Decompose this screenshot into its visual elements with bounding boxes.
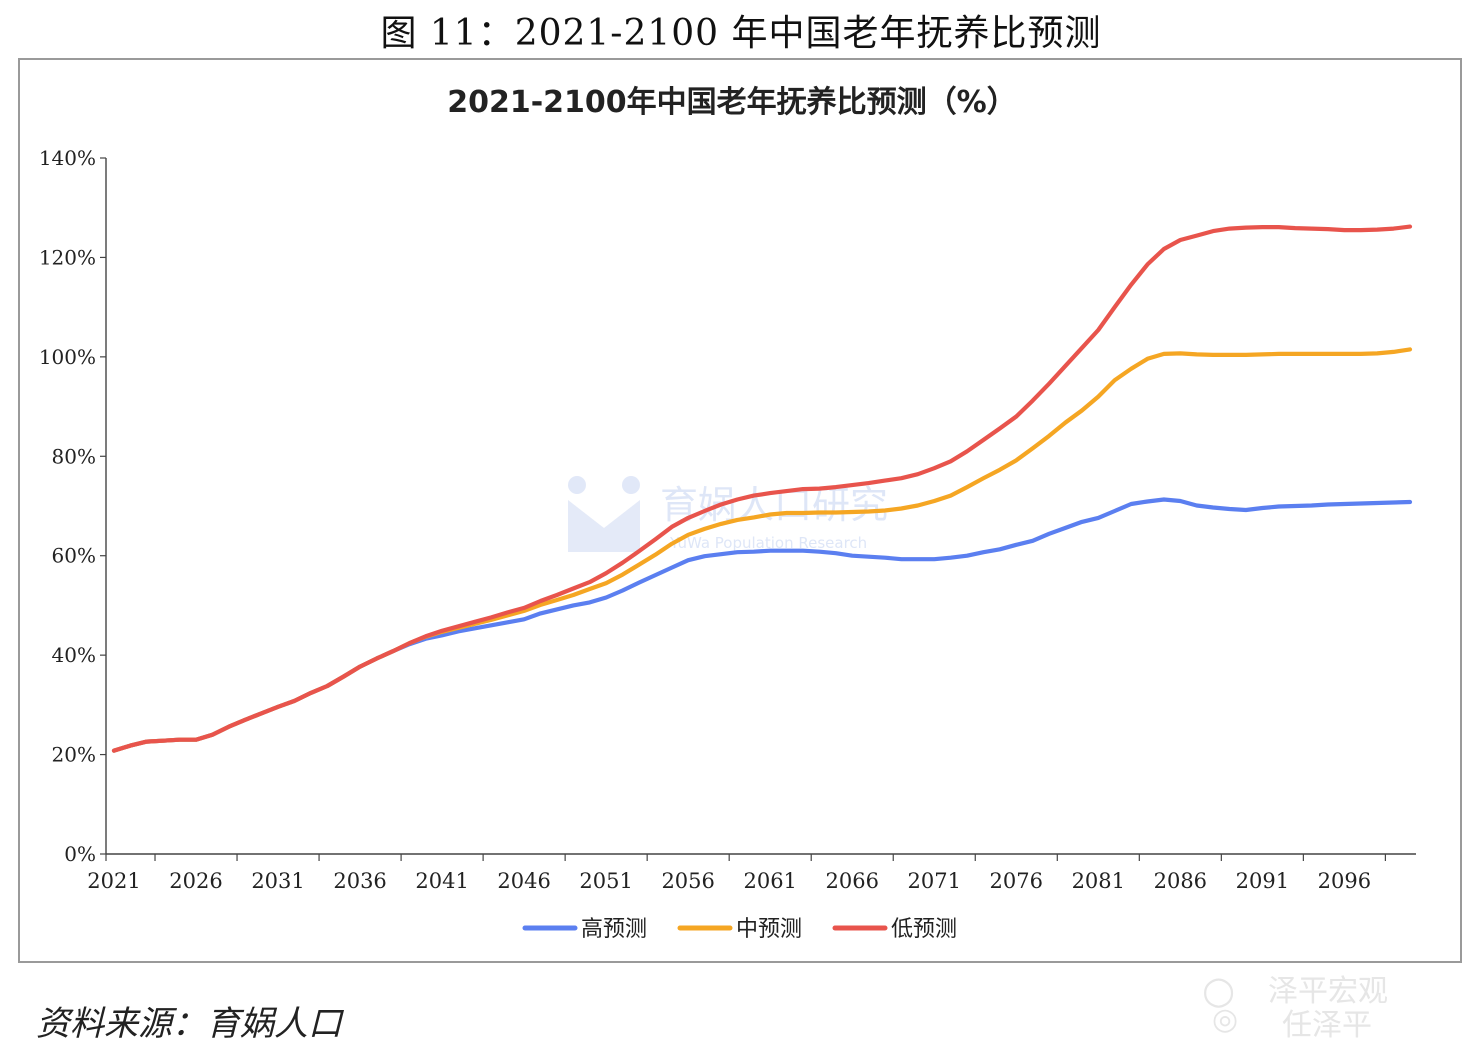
x-tick-label: 2031 [251, 869, 304, 893]
wechat-icon: ○ [1202, 968, 1236, 1012]
watermark-text-en: YuWa Population Research [669, 534, 867, 552]
y-tick-label: 140% [39, 146, 96, 170]
watermark-logo-dot-left [568, 476, 586, 494]
x-tick-label: 2036 [333, 869, 386, 893]
chart-frame: 育娲人口研究 YuWa Population Research 2021-2100… [18, 58, 1462, 963]
legend: 高预测 中预测 低预测 [522, 917, 957, 942]
watermark-text-cn: 育娲人口研究 [660, 483, 888, 527]
watermark-logo-icon [568, 500, 640, 552]
x-tick-label: 2091 [1236, 869, 1289, 893]
x-tick-label: 2081 [1072, 869, 1125, 893]
y-tick-label: 60% [52, 544, 96, 568]
x-tick-label: 2021 [87, 869, 140, 893]
x-tick-label: 2046 [497, 869, 550, 893]
line-chart: 育娲人口研究 YuWa Population Research 2021-2100… [39, 85, 1416, 942]
y-tick-label: 100% [39, 345, 96, 369]
weibo-icon: ◎ [1212, 1002, 1239, 1037]
axes: 0% 20% 40% 60% 80% 100% 120% 140% 2021 2026 2031 20… [39, 146, 1416, 893]
x-tick-label: 2051 [579, 869, 632, 893]
y-tick-label: 120% [39, 245, 96, 269]
x-tick-label: 2041 [415, 869, 468, 893]
x-tick-label: 2066 [826, 869, 879, 893]
x-tick-label: 2026 [169, 869, 222, 893]
y-tick-label: 20% [52, 743, 96, 767]
legend-label-0: 高预测 [581, 917, 647, 942]
series-line-2 [111, 224, 1413, 753]
y-tick-label: 0% [64, 842, 96, 866]
figure-title: 图 11：2021-2100 年中国老年抚养比预测 [380, 13, 1102, 54]
y-tick-label: 80% [52, 444, 96, 468]
x-tick-label: 2076 [990, 869, 1043, 893]
corner-watermark: ○ 泽平宏观 ◎ 任泽平 [1198, 958, 1468, 1043]
series-lines [111, 224, 1413, 753]
y-tick-label: 40% [52, 643, 96, 667]
source-note: 资料来源：育娲人口 [36, 1004, 342, 1044]
x-tick-label: 2071 [908, 869, 961, 893]
watermark-logo-dot-right [622, 476, 640, 494]
x-tick-label: 2056 [661, 869, 714, 893]
chart-title: 2021-2100年中国老年抚养比预测（%） [447, 85, 1017, 120]
x-tick-label: 2061 [743, 869, 796, 893]
corner-watermark-line2: 任泽平 [1282, 1008, 1372, 1043]
corner-watermark-line1: 泽平宏观 [1268, 974, 1388, 1009]
x-tick-label: 2096 [1318, 869, 1371, 893]
x-tick-label: 2086 [1154, 869, 1207, 893]
center-watermark: 育娲人口研究 YuWa Population Research [568, 476, 888, 552]
legend-label-2: 低预测 [891, 917, 957, 942]
legend-label-1: 中预测 [736, 917, 802, 942]
